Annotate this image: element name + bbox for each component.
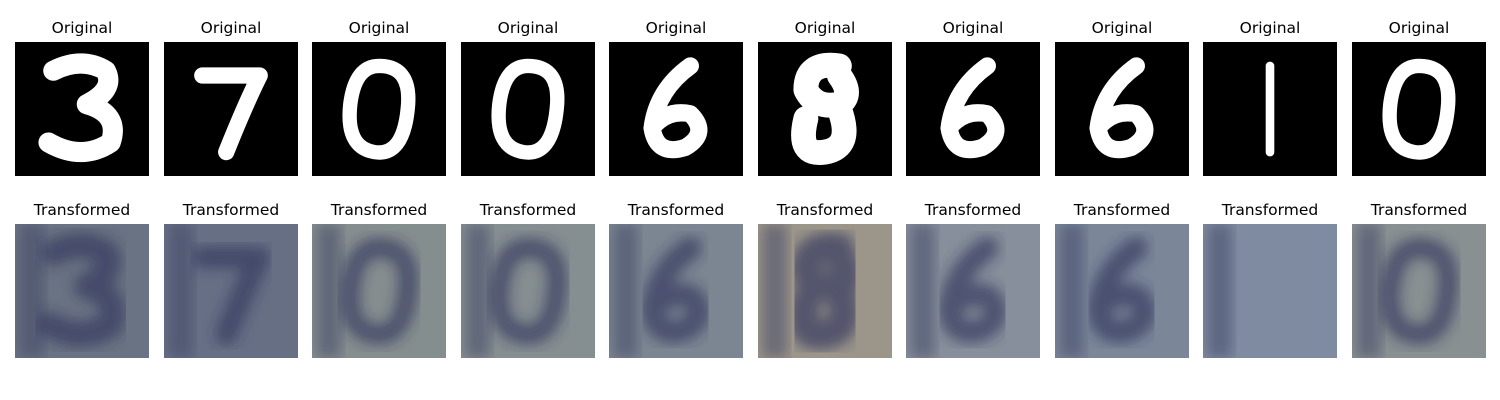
original-digit-image	[312, 42, 446, 176]
transformed-title: Transformed	[479, 201, 577, 219]
transformed-title: Transformed	[33, 201, 131, 219]
original-panel: Original	[609, 18, 743, 178]
original-title: Original	[645, 19, 707, 37]
transformed-panel: Transformed	[609, 200, 743, 360]
original-panel: Original	[164, 18, 298, 178]
original-digit-image	[164, 42, 298, 176]
transformed-digit-image	[609, 224, 743, 358]
transformed-digit-image	[15, 224, 149, 358]
original-panel: Original	[906, 18, 1040, 178]
transformed-title: Transformed	[776, 201, 874, 219]
original-digit-image	[906, 42, 1040, 176]
transformed-digit-image	[758, 224, 892, 358]
original-title: Original	[200, 19, 262, 37]
original-title: Original	[942, 19, 1004, 37]
transformed-row: Transformed Transformed Transformed Transfo…	[0, 200, 1500, 370]
original-panel: Original	[461, 18, 595, 178]
original-panel: Original	[1203, 18, 1337, 178]
transformed-panel: Transformed	[906, 200, 1040, 360]
original-title: Original	[1239, 19, 1301, 37]
original-digit-image	[461, 42, 595, 176]
transformed-title: Transformed	[182, 201, 280, 219]
original-panel: Original	[15, 18, 149, 178]
transformed-title: Transformed	[1370, 201, 1468, 219]
original-title: Original	[1091, 19, 1153, 37]
transformed-panel: Transformed	[758, 200, 892, 360]
transformed-title: Transformed	[1221, 201, 1319, 219]
original-panel: Original	[1352, 18, 1486, 178]
original-title: Original	[497, 19, 559, 37]
transformed-title: Transformed	[330, 201, 428, 219]
transformed-digit-image	[906, 224, 1040, 358]
transformed-panel: Transformed	[15, 200, 149, 360]
original-title: Original	[51, 19, 113, 37]
transformed-panel: Transformed	[1203, 200, 1337, 360]
original-row: Original Original Original Original Original…	[0, 18, 1500, 188]
transformed-title: Transformed	[1073, 201, 1171, 219]
original-panel: Original	[1055, 18, 1189, 178]
original-digit-image	[1352, 42, 1486, 176]
transformed-panel: Transformed	[461, 200, 595, 360]
original-digit-image	[609, 42, 743, 176]
transformed-title: Transformed	[924, 201, 1022, 219]
transformed-panel: Transformed	[1352, 200, 1486, 360]
transformed-digit-image	[1055, 224, 1189, 358]
original-digit-image	[758, 42, 892, 176]
transformed-panel: Transformed	[164, 200, 298, 360]
transformed-panel: Transformed	[1055, 200, 1189, 360]
transformed-title: Transformed	[627, 201, 725, 219]
original-panel: Original	[758, 18, 892, 178]
transformed-digit-image	[1203, 224, 1337, 358]
original-digit-image	[1203, 42, 1337, 176]
original-digit-image	[1055, 42, 1189, 176]
original-digit-image	[15, 42, 149, 176]
original-title: Original	[794, 19, 856, 37]
transformed-digit-image	[312, 224, 446, 358]
original-title: Original	[1388, 19, 1450, 37]
transformed-digit-image	[1352, 224, 1486, 358]
original-panel: Original	[312, 18, 446, 178]
transformed-panel: Transformed	[312, 200, 446, 360]
transformed-digit-image	[164, 224, 298, 358]
original-title: Original	[348, 19, 410, 37]
transformed-digit-image	[461, 224, 595, 358]
